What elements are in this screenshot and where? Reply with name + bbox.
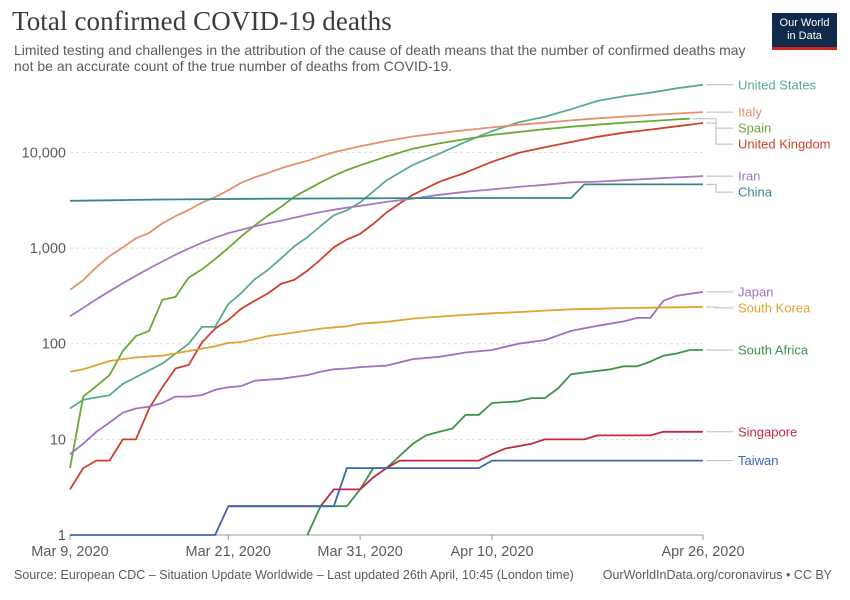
logo-line-2: in Data: [787, 30, 822, 42]
owid-logo[interactable]: Our World in Data: [772, 13, 837, 50]
series-line-japan[interactable]: [69, 291, 704, 455]
y-tick-label: 100: [42, 337, 66, 353]
x-axis: Mar 9, 2020 Mar 21, 2020 Mar 31, 2020 Apr 1…: [31, 534, 745, 560]
series-line-singapore[interactable]: [228, 430, 703, 508]
x-tick-label: Mar 31, 2020: [317, 544, 402, 560]
chart-subtitle: Limited testing and challenges in the at…: [14, 42, 746, 74]
series-line-united-kingdom[interactable]: [69, 122, 704, 490]
legend-label-united-states[interactable]: United States: [738, 77, 817, 92]
chart-title: Total confirmed COVID-19 deaths: [12, 6, 392, 36]
y-tick-label: 10: [50, 432, 66, 448]
connector-united-kingdom: [706, 122, 733, 145]
connector-china: [706, 183, 733, 193]
logo-line-1: Our World: [779, 17, 830, 29]
series-line-south-korea[interactable]: [69, 306, 704, 373]
legend-label-south-korea[interactable]: South Korea: [738, 300, 811, 315]
logo-accent-bar: [772, 47, 837, 50]
legend-label-spain[interactable]: Spain: [738, 121, 771, 136]
y-tick-label: 10,000: [22, 145, 66, 161]
series-line-italy[interactable]: [69, 111, 704, 291]
source-note: Source: European CDC – Situation Update …: [14, 568, 574, 582]
y-tick-label: 1: [58, 528, 66, 544]
connector-south-korea: [706, 306, 733, 309]
x-tick-label: Apr 26, 2020: [661, 544, 744, 560]
series-line-china[interactable]: [69, 183, 703, 202]
gridlines: [70, 151, 703, 536]
legend-label-taiwan[interactable]: Taiwan: [738, 453, 778, 468]
y-tick-label: 1,000: [30, 241, 66, 257]
series-line-south-africa[interactable]: [306, 349, 703, 536]
legend-label-italy[interactable]: Italy: [738, 105, 762, 120]
series-line-taiwan[interactable]: [70, 459, 703, 536]
x-tick-label: Mar 21, 2020: [186, 544, 271, 560]
x-tick-label: Mar 9, 2020: [31, 544, 108, 560]
series-line-iran[interactable]: [69, 175, 704, 317]
legend-label-south-africa[interactable]: South Africa: [738, 342, 809, 357]
legend-label-japan[interactable]: Japan: [738, 284, 773, 299]
legend-label-united-kingdom[interactable]: United Kingdom: [738, 137, 831, 152]
legend-label-iran[interactable]: Iran: [738, 169, 760, 184]
legend-label-china[interactable]: China: [738, 185, 773, 200]
series-line-united-states[interactable]: [69, 83, 704, 410]
legend-label-singapore[interactable]: Singapore: [738, 424, 797, 439]
license-link[interactable]: OurWorldInData.org/coronavirus • CC BY: [602, 568, 832, 582]
series-lines: [69, 83, 704, 536]
series-line-spain[interactable]: [69, 117, 690, 469]
x-tick-label: Apr 10, 2020: [450, 544, 533, 560]
y-axis: 1 10 100 1,000 10,000: [22, 145, 66, 544]
